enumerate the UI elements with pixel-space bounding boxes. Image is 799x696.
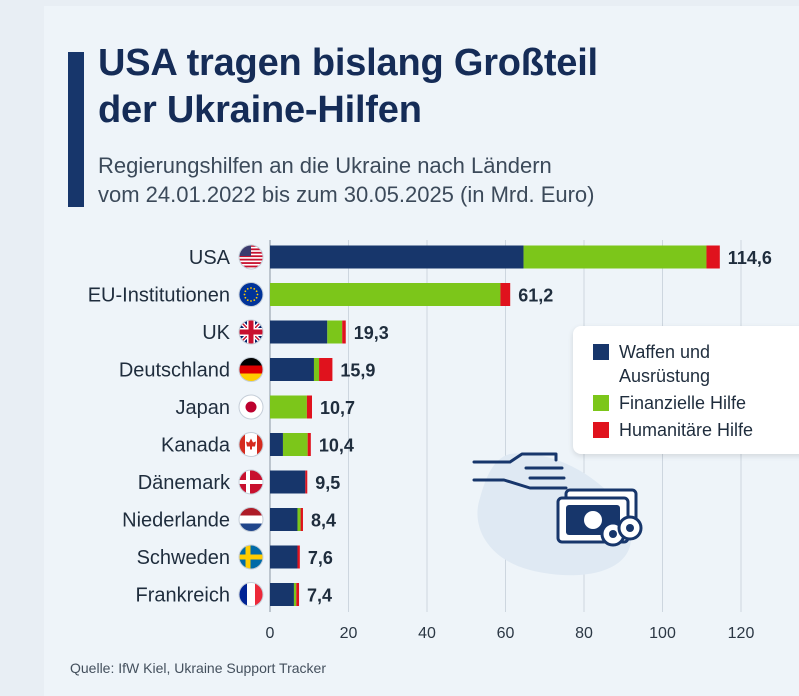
- france-flag-icon: [239, 582, 263, 607]
- legend-label-financial: Finanzielle Hilfe: [619, 393, 747, 413]
- canada-flag-icon: [239, 432, 263, 457]
- bar-segment-financial: [327, 320, 343, 344]
- data-label-total: 10,4: [319, 436, 354, 456]
- category-label: Deutschland: [119, 360, 230, 382]
- bar-segment-military: [270, 433, 283, 456]
- chart-subtitle: Regierungshilfen an die Ukraine nach Län…: [98, 151, 595, 209]
- denmark-flag-icon: [239, 470, 263, 494]
- bar-segment-military: [270, 470, 306, 494]
- flag-outline: [238, 544, 264, 570]
- bar-segment-financial: [282, 433, 308, 456]
- bar-segment-humanitarian: [306, 395, 312, 419]
- bar-segment-military: [270, 320, 328, 344]
- data-label-total: 15,9: [340, 361, 375, 381]
- data-label-total: 8,4: [311, 511, 336, 531]
- bar-segment-military: [270, 545, 298, 569]
- bar-segment-military: [270, 245, 524, 269]
- flag-outline: [238, 244, 264, 270]
- category-label: Japan: [176, 397, 231, 419]
- flag-outline: [238, 394, 264, 420]
- flag-outline: [238, 582, 264, 607]
- legend-label-military-line1: Waffen und: [619, 342, 711, 362]
- title-line-2: der Ukraine-Hilfen: [98, 89, 422, 131]
- data-label-total: 10,7: [320, 398, 355, 418]
- x-tick-label: 20: [340, 625, 358, 642]
- source-note: Quelle: IfW Kiel, Ukraine Support Tracke…: [70, 660, 326, 676]
- flag-outline: [238, 507, 264, 532]
- bar-segment-military: [270, 358, 314, 381]
- uk-flag-icon: [239, 320, 263, 344]
- bar-segment-humanitarian: [342, 320, 346, 344]
- flag-outline: [238, 282, 264, 307]
- legend-swatch-financial: [593, 395, 609, 411]
- bar-segment-financial: [270, 283, 501, 306]
- bar-segment-military: [270, 508, 298, 531]
- accent-bar: [68, 52, 84, 207]
- data-label-total: 61,2: [518, 286, 553, 306]
- data-label-total: 7,4: [307, 586, 332, 606]
- category-label: Frankreich: [136, 585, 230, 607]
- sweden-flag-icon: [239, 545, 263, 569]
- x-tick-label: 120: [728, 625, 755, 642]
- germany-flag-icon: [239, 357, 263, 382]
- legend-swatch-military: [593, 344, 609, 360]
- netherlands-flag-icon: [239, 507, 263, 532]
- chart-title: USA tragen bislang Großteil der Ukraine-…: [98, 40, 598, 134]
- bar-segment-financial: [313, 358, 320, 381]
- subtitle-line-2: vom 24.01.2022 bis zum 30.05.2025 (in Mr…: [98, 182, 595, 207]
- data-label-total: 19,3: [354, 323, 389, 343]
- category-label: EU-Institutionen: [88, 285, 230, 307]
- flag-outline: [238, 469, 264, 495]
- x-tick-label: 60: [497, 625, 515, 642]
- category-label: Schweden: [137, 547, 230, 569]
- category-label: Dänemark: [138, 472, 231, 494]
- japan-flag-icon: [239, 395, 263, 419]
- bar-segment-humanitarian: [305, 470, 308, 494]
- bar-segment-financial: [270, 395, 307, 419]
- data-label-total: 7,6: [308, 548, 333, 568]
- flag-outline: [238, 432, 264, 457]
- x-tick-label: 40: [418, 625, 436, 642]
- category-label: UK: [202, 322, 230, 344]
- bar-segment-humanitarian: [297, 545, 300, 569]
- legend-label-humanitarian: Humanitäre Hilfe: [619, 420, 754, 440]
- money-hand-icon: [472, 452, 643, 576]
- category-label: USA: [189, 247, 231, 269]
- title-line-1: USA tragen bislang Großteil: [98, 42, 598, 84]
- bar-segment-humanitarian: [319, 358, 333, 381]
- us-flag-icon: [239, 245, 263, 269]
- data-label-total: 114,6: [728, 248, 772, 268]
- eu-flag-icon: [239, 282, 263, 307]
- data-label-total: 9,5: [315, 473, 340, 493]
- x-tick-label: 100: [649, 625, 676, 642]
- flag-outline: [238, 319, 264, 345]
- bar-segment-financial: [523, 245, 707, 269]
- x-tick-label: 80: [575, 625, 593, 642]
- bar-segment-humanitarian: [706, 245, 720, 269]
- subtitle-line-1: Regierungshilfen an die Ukraine nach Län…: [98, 153, 552, 178]
- legend-swatch-humanitarian: [593, 422, 609, 438]
- chart-legend: Waffen und Ausrüstung Finanzielle Hilfe …: [573, 326, 799, 454]
- category-label: Kanada: [161, 435, 231, 457]
- bar-segment-humanitarian: [500, 283, 511, 306]
- bar-segment-humanitarian: [296, 583, 300, 606]
- bar-segment-humanitarian: [300, 508, 303, 531]
- bar-segment-humanitarian: [307, 433, 311, 456]
- flag-outline: [238, 357, 264, 382]
- category-label: Niederlande: [122, 510, 230, 532]
- x-tick-label: 0: [266, 625, 275, 642]
- bar-segment-military: [270, 583, 294, 606]
- bar-segment-financial: [293, 583, 297, 606]
- legend-label-military-line2: Ausrüstung: [619, 366, 711, 386]
- bar-segment-financial: [297, 508, 301, 531]
